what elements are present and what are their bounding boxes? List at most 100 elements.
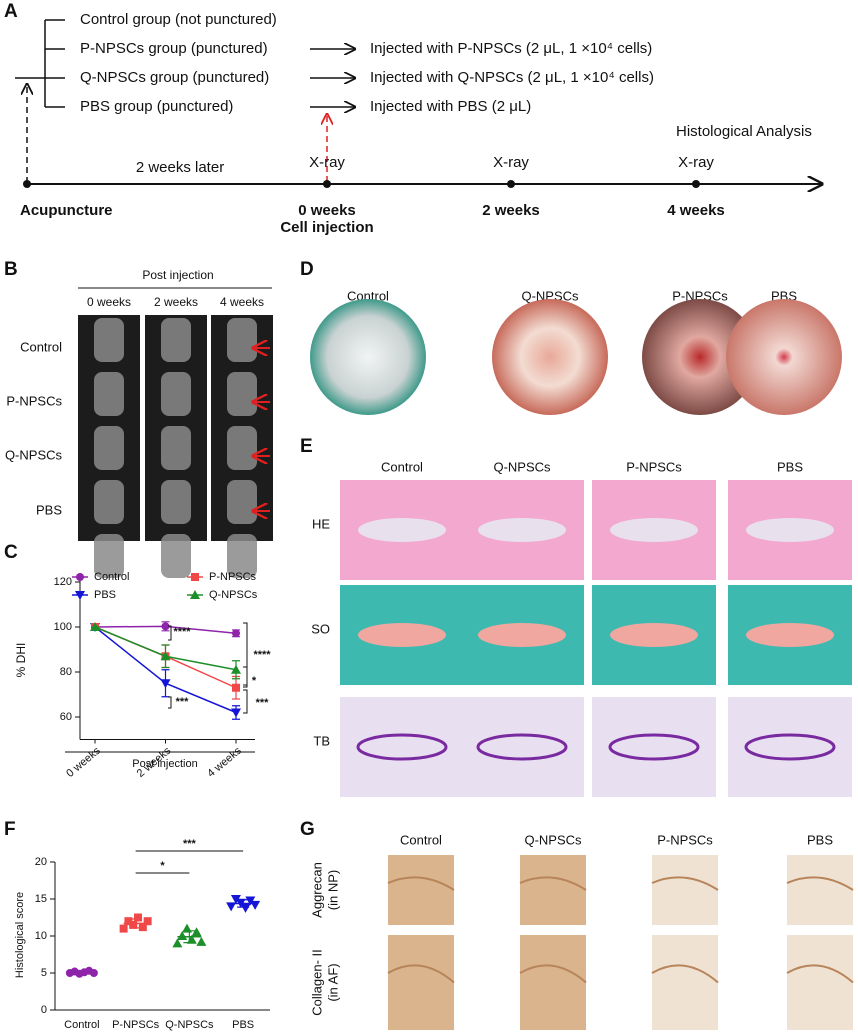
legend-label: P-NPSCs <box>209 571 257 583</box>
panel-label: A <box>4 1 18 22</box>
panel-label: G <box>300 819 315 840</box>
ihc-image <box>652 855 718 925</box>
column-label: Q-NPSCs <box>493 459 551 474</box>
row-label: (in NP) <box>325 870 340 910</box>
vertebra <box>94 480 124 524</box>
row-label: Collagen- II <box>309 949 324 1015</box>
group-label: Q-NPSCs group (punctured) <box>80 69 269 86</box>
histology-image <box>728 697 852 797</box>
column-label: 0 weeks <box>87 295 131 309</box>
ihc-detail <box>519 876 587 891</box>
panel-label: D <box>300 259 314 280</box>
interval-label: 2 weeks later <box>136 159 224 176</box>
row-label: TB <box>313 733 330 748</box>
column-label: 4 weeks <box>220 295 264 309</box>
histology-detail <box>610 623 698 647</box>
sd-bar <box>75 970 88 975</box>
x-tick-label: 4 weeks <box>205 745 244 780</box>
row-label: SO <box>311 621 330 636</box>
photo <box>310 299 426 415</box>
photo <box>492 299 608 415</box>
significance-bracket <box>243 622 248 688</box>
ihc-detail <box>387 964 455 984</box>
injection-label: Injected with P-NPSCs (2 μL, 1 ×10⁴ cell… <box>370 40 652 57</box>
ihc-detail <box>651 964 719 984</box>
column-label: PBS <box>777 459 803 474</box>
sd-bar <box>129 918 142 929</box>
significance: *** <box>183 838 197 850</box>
histology-image <box>592 697 716 797</box>
data-point <box>231 708 241 718</box>
vertebra <box>227 426 257 470</box>
panel-label: C <box>4 542 18 563</box>
data-point <box>232 629 240 638</box>
data-point <box>250 900 261 910</box>
data-point <box>138 923 147 932</box>
column-label: P-NPSCs <box>672 288 728 303</box>
vertebra <box>161 480 191 524</box>
row-label: (in AF) <box>325 963 340 1001</box>
injection-label: Injected with Q-NPSCs (2 μL, 1 ×10⁴ cell… <box>370 69 654 86</box>
y-tick-label: 0 <box>41 1004 47 1016</box>
ihc-image <box>652 935 718 1030</box>
timepoint-label: 0 weeks <box>298 202 356 219</box>
sd-bar <box>237 899 250 908</box>
data-point <box>143 917 152 926</box>
x-tick-label: Control <box>64 1019 99 1031</box>
legend-marker <box>75 591 85 600</box>
histology-detail <box>744 733 836 761</box>
histology-detail <box>746 518 834 542</box>
histology-detail <box>478 518 566 542</box>
significance-bracket <box>243 666 248 686</box>
sd-bar <box>183 930 196 944</box>
x-tick-label: 0 weeks <box>64 745 103 780</box>
photo <box>642 299 758 415</box>
histology-detail <box>476 733 568 761</box>
xray-label: X-ray <box>493 154 529 171</box>
y-tick-label: 60 <box>60 711 72 723</box>
injection-label: Injected with PBS (2 μL) <box>370 98 531 115</box>
row-label: Q-NPSCs <box>5 447 63 462</box>
histology-detail <box>608 733 700 761</box>
significance: * <box>252 675 257 687</box>
ihc-detail <box>786 964 854 984</box>
vertebra <box>161 426 191 470</box>
x-tick-label: PBS <box>232 1019 254 1031</box>
panel-label: E <box>300 436 313 457</box>
vertebra <box>227 480 257 524</box>
significance-bracket <box>168 625 172 641</box>
data-point <box>191 927 202 937</box>
timepoint-dot <box>692 180 700 188</box>
ihc-detail <box>519 964 587 984</box>
vertebra <box>227 372 257 416</box>
vertebra <box>94 426 124 470</box>
histology-detail <box>478 623 566 647</box>
column-label: P-NPSCs <box>657 832 713 847</box>
y-tick-label: 5 <box>41 967 47 979</box>
histology-detail <box>746 623 834 647</box>
timepoint-label: 4 weeks <box>667 202 725 219</box>
x-axis-label: Post injection <box>132 758 197 770</box>
x-tick-label: Q-NPSCs <box>165 1019 214 1031</box>
timepoint-label: 2 weeks <box>482 202 540 219</box>
row-label: HE <box>312 516 330 531</box>
vertebra <box>227 318 257 362</box>
data-point <box>230 895 241 904</box>
timepoint-dot <box>23 180 31 188</box>
data-point <box>129 920 138 929</box>
group-label: Control group (not punctured) <box>80 11 277 28</box>
ihc-image <box>388 855 454 925</box>
significance-bracket <box>168 696 172 709</box>
column-label: Q-NPSCs <box>524 832 582 847</box>
data-point <box>90 622 100 631</box>
vertebra <box>94 372 124 416</box>
column-label: Control <box>400 832 442 847</box>
x-tick-label: P-NPSCs <box>112 1019 160 1031</box>
ihc-image <box>388 935 454 1030</box>
y-tick-label: 20 <box>35 856 47 868</box>
legend-marker <box>191 573 199 581</box>
vertebra <box>161 534 191 578</box>
y-axis-label: Histological score <box>14 892 26 978</box>
timepoint-dot <box>507 180 515 188</box>
vertebra <box>161 318 191 362</box>
